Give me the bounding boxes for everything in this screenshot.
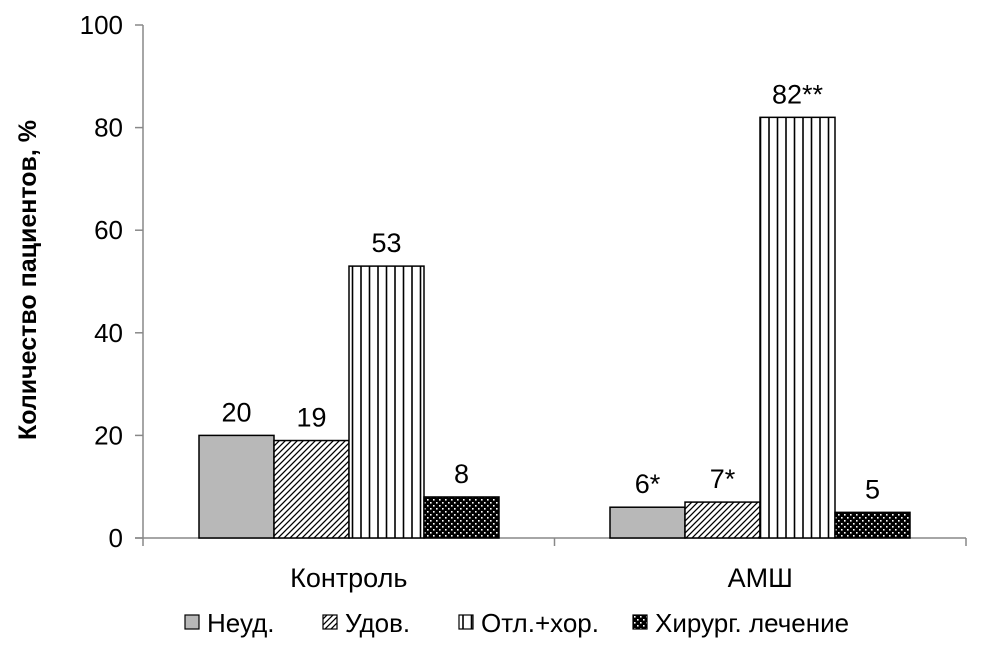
data-label: 20	[221, 397, 251, 427]
y-tick-label: 40	[94, 318, 123, 348]
data-label: 7*	[710, 464, 736, 494]
data-label: 6*	[635, 469, 661, 499]
bar	[834, 511, 911, 539]
bar	[348, 265, 425, 539]
legend-label: Отл.+хор.	[481, 608, 599, 638]
data-label: 53	[371, 228, 401, 258]
legend: Неуд. Удов. Отл.+хор. Хирург. лечение	[184, 608, 849, 638]
category-labels: Контроль АМШ	[290, 563, 793, 593]
data-label: 8	[454, 459, 469, 489]
y-tick-label: 80	[94, 113, 123, 143]
y-tick-label: 100	[80, 10, 123, 40]
data-labels: 20 6* 19 7* 53 82** 8 5	[221, 79, 880, 504]
y-axis-title: Количество пациентов, %	[14, 120, 42, 440]
bar	[609, 506, 686, 539]
category-label: АМШ	[728, 563, 793, 593]
category-label: Контроль	[290, 563, 407, 593]
y-tick-labels: 0 20 40 60 80 100	[80, 10, 123, 553]
data-label: 5	[865, 474, 880, 504]
legend-label: Неуд.	[207, 608, 274, 638]
legend-swatch	[458, 614, 474, 630]
legend-swatch	[632, 614, 648, 630]
bar	[684, 501, 761, 539]
bar	[759, 116, 836, 539]
data-label: 82**	[772, 79, 824, 109]
legend-swatch	[322, 614, 338, 630]
y-tick-label: 60	[94, 215, 123, 245]
bar	[273, 439, 350, 539]
legend-swatch	[184, 614, 200, 630]
legend-label: Удов.	[345, 608, 410, 638]
bars	[198, 116, 911, 539]
data-label: 19	[296, 403, 326, 433]
legend-label: Хирург. лечение	[655, 608, 849, 638]
y-tick-label: 20	[94, 420, 123, 450]
bar	[423, 496, 500, 539]
y-tick-label: 0	[109, 523, 123, 553]
bar	[198, 434, 275, 539]
